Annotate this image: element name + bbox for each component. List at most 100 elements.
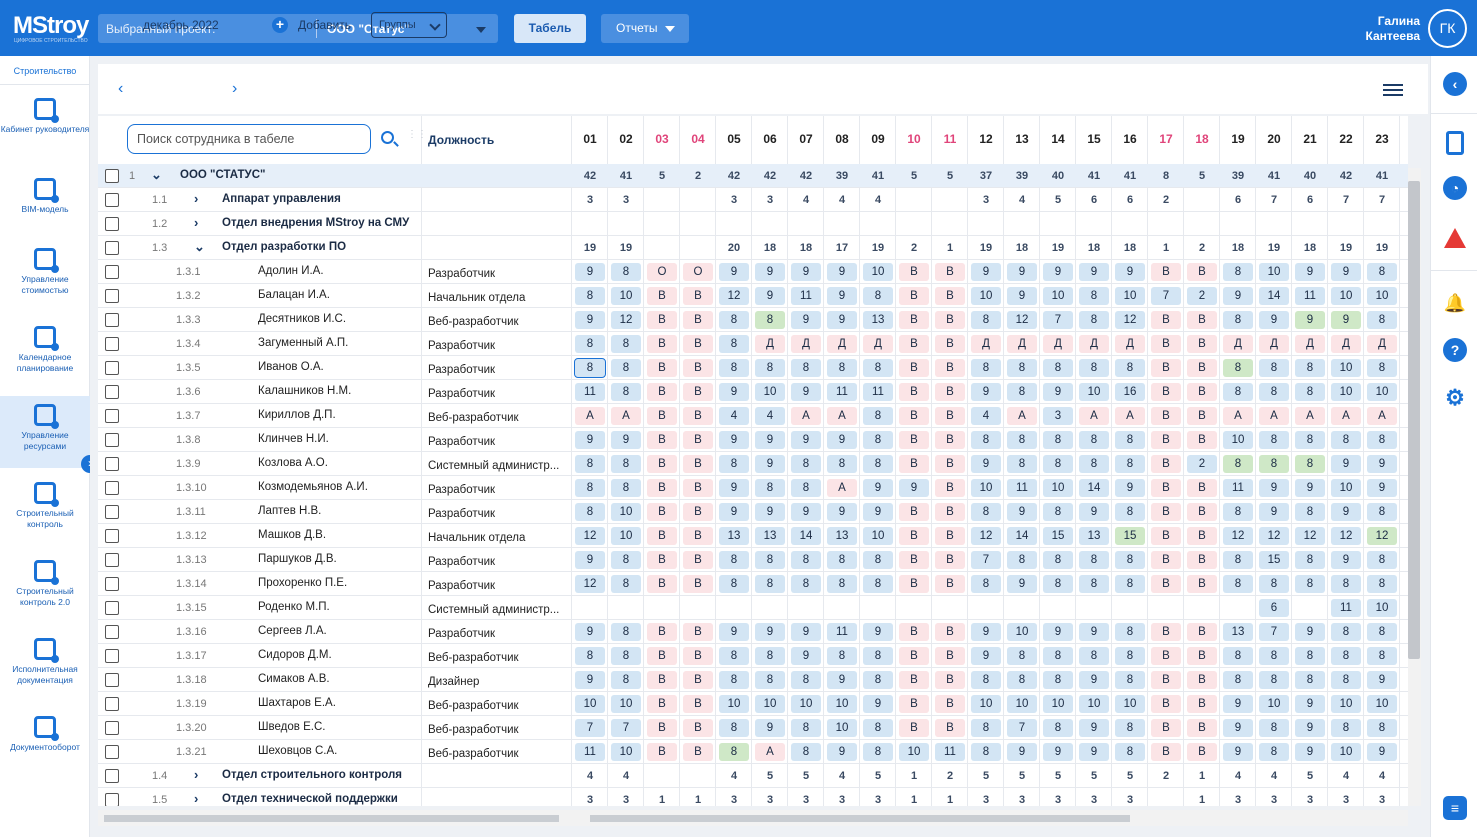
- employee-name[interactable]: Паршуков Д.В.: [258, 553, 337, 565]
- day-cell[interactable]: В: [683, 623, 713, 641]
- day-cell[interactable]: 9: [791, 431, 821, 449]
- day-cell[interactable]: 8: [611, 455, 641, 473]
- day-cell[interactable]: 10: [611, 695, 641, 713]
- day-cell[interactable]: 9: [791, 311, 821, 329]
- day-cell[interactable]: 12: [575, 527, 605, 545]
- day-cell[interactable]: 11: [1007, 479, 1037, 497]
- day-cell[interactable]: 8: [611, 623, 641, 641]
- group-name[interactable]: ООО "СТАТУС": [180, 169, 266, 181]
- day-cell[interactable]: 8: [971, 359, 1001, 377]
- day-cell[interactable]: 9: [719, 623, 749, 641]
- day-cell[interactable]: 14: [791, 527, 821, 545]
- day-cell[interactable]: В: [899, 695, 929, 713]
- day-header[interactable]: 06: [763, 132, 777, 146]
- day-cell[interactable]: 13: [755, 527, 785, 545]
- horizontal-scroll-thumb-left[interactable]: [104, 815, 559, 822]
- day-header[interactable]: 09: [871, 132, 885, 146]
- day-cell[interactable]: 11: [1295, 287, 1325, 305]
- sidebar-item[interactable]: BIM-модель: [0, 170, 90, 242]
- day-cell[interactable]: В: [899, 407, 929, 425]
- day-cell[interactable]: 9: [827, 671, 857, 689]
- day-cell[interactable]: В: [683, 455, 713, 473]
- day-cell[interactable]: 8: [863, 287, 893, 305]
- day-cell[interactable]: 9: [827, 503, 857, 521]
- day-cell[interactable]: А: [755, 743, 785, 761]
- group-row[interactable]: 1.3 ⌄ Отдел разработки ПО 19 19 20 18 18 17 19 2 1 1…: [98, 236, 1408, 260]
- day-cell[interactable]: 8: [1115, 359, 1145, 377]
- employee-name[interactable]: Машков Д.В.: [258, 529, 327, 541]
- chevron-right-icon[interactable]: ›: [194, 791, 199, 806]
- table-row[interactable]: 1.3.4 Загуменный А.П. Разработчик 8 8 В В 8 Д Д Д Д…: [98, 332, 1408, 356]
- day-cell[interactable]: 9: [1367, 743, 1397, 761]
- day-cell[interactable]: В: [935, 575, 965, 593]
- day-cell[interactable]: 8: [791, 551, 821, 569]
- day-cell[interactable]: 8: [719, 647, 749, 665]
- day-cell[interactable]: 8: [971, 671, 1001, 689]
- day-cell[interactable]: А: [611, 407, 641, 425]
- day-cell[interactable]: 12: [971, 527, 1001, 545]
- chat-icon[interactable]: ≡: [1443, 796, 1467, 820]
- day-cell[interactable]: 9: [1367, 455, 1397, 473]
- day-cell[interactable]: В: [1151, 527, 1181, 545]
- day-cell[interactable]: В: [683, 671, 713, 689]
- table-row[interactable]: 1.3.21 Шеховцов С.А. Веб-разработчик 11 10 В В…: [98, 740, 1408, 764]
- day-cell[interactable]: 9: [863, 623, 893, 641]
- day-cell[interactable]: 9: [791, 623, 821, 641]
- day-cell[interactable]: 10: [1007, 623, 1037, 641]
- day-cell[interactable]: 9: [1295, 695, 1325, 713]
- day-cell[interactable]: 8: [1115, 551, 1145, 569]
- day-cell[interactable]: 9: [791, 647, 821, 665]
- day-cell[interactable]: 9: [899, 479, 929, 497]
- day-cell[interactable]: 8: [611, 359, 641, 377]
- day-cell[interactable]: 14: [1007, 527, 1037, 545]
- day-header[interactable]: 11: [943, 132, 957, 146]
- day-cell[interactable]: В: [899, 335, 929, 353]
- day-cell[interactable]: 10: [611, 527, 641, 545]
- row-checkbox[interactable]: [105, 553, 119, 567]
- project-select[interactable]: Выбранный проект: ООО "Статус": [98, 14, 498, 43]
- table-row[interactable]: 1.3.19 Шахтаров Е.А. Веб-разработчик 10 10 В В…: [98, 692, 1408, 716]
- row-checkbox[interactable]: [105, 577, 119, 591]
- day-cell[interactable]: 8: [575, 287, 605, 305]
- day-cell[interactable]: 8: [863, 671, 893, 689]
- day-cell[interactable]: 8: [1295, 671, 1325, 689]
- tabel-button[interactable]: Табель: [514, 14, 586, 43]
- row-checkbox[interactable]: [105, 529, 119, 543]
- day-cell[interactable]: 9: [1295, 623, 1325, 641]
- day-cell[interactable]: 9: [1079, 719, 1109, 737]
- day-cell[interactable]: В: [683, 431, 713, 449]
- day-cell[interactable]: 12: [1367, 527, 1397, 545]
- table-row[interactable]: 1.3.14 Прохоренко П.Е. Разработчик 12 8 В В 8 8 8…: [98, 572, 1408, 596]
- day-cell[interactable]: 9: [791, 383, 821, 401]
- day-cell[interactable]: 9: [971, 263, 1001, 281]
- day-cell[interactable]: 10: [1043, 479, 1073, 497]
- day-cell[interactable]: В: [1151, 311, 1181, 329]
- day-cell[interactable]: 9: [1259, 503, 1289, 521]
- day-cell[interactable]: 8: [1367, 263, 1397, 281]
- day-cell[interactable]: В: [1151, 335, 1181, 353]
- day-cell[interactable]: 4: [719, 407, 749, 425]
- day-cell[interactable]: 9: [1043, 263, 1073, 281]
- row-checkbox[interactable]: [105, 481, 119, 495]
- day-header[interactable]: 14: [1051, 132, 1065, 146]
- day-cell[interactable]: 9: [863, 503, 893, 521]
- horizontal-scroll-thumb-right[interactable]: [590, 815, 1130, 822]
- day-cell[interactable]: 11: [575, 743, 605, 761]
- day-cell[interactable]: 8: [719, 311, 749, 329]
- day-cell[interactable]: 8: [1223, 263, 1253, 281]
- group-name[interactable]: Отдел технической поддержки: [222, 793, 398, 805]
- row-checkbox[interactable]: [105, 673, 119, 687]
- day-cell[interactable]: 7: [971, 551, 1001, 569]
- day-cell[interactable]: 8: [1115, 431, 1145, 449]
- day-cell[interactable]: 9: [1259, 479, 1289, 497]
- group-row[interactable]: 1.1 › Аппарат управления 3 3 3 3 4 4 4 3 4 5 6 6 2 6 7 6 7 7: [98, 188, 1408, 212]
- day-header[interactable]: 05: [727, 132, 741, 146]
- employee-name[interactable]: Козлова А.О.: [258, 457, 328, 469]
- day-cell[interactable]: В: [647, 575, 677, 593]
- day-cell[interactable]: 8: [827, 455, 857, 473]
- day-cell[interactable]: 12: [719, 287, 749, 305]
- day-cell[interactable]: 9: [1079, 503, 1109, 521]
- employee-name[interactable]: Десятников И.С.: [258, 313, 347, 325]
- row-checkbox[interactable]: [105, 625, 119, 639]
- day-cell[interactable]: 8: [1223, 359, 1253, 377]
